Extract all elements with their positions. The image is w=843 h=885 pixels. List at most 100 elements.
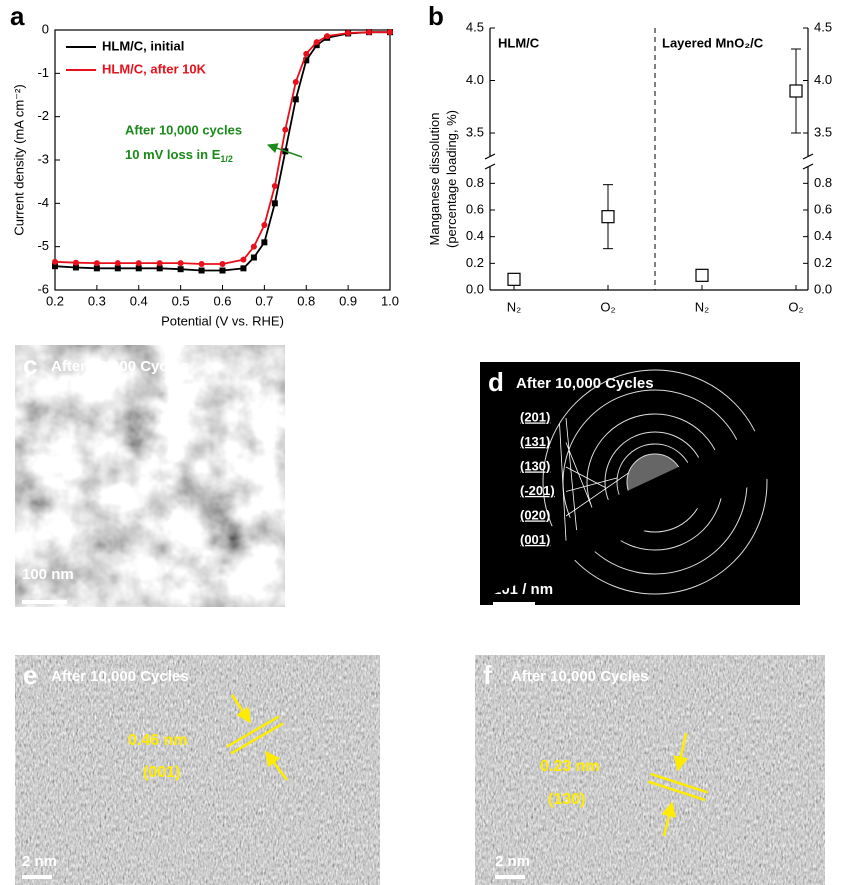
y-tick-label: 3.5	[814, 124, 832, 139]
data-point	[240, 257, 246, 263]
scale-bar	[493, 602, 535, 606]
x-tick-label: 0.5	[172, 293, 190, 308]
data-point	[157, 265, 163, 271]
y-tick-label: -4	[37, 195, 49, 210]
ring-label: (020)	[520, 507, 550, 522]
data-point	[282, 127, 288, 133]
data-point	[199, 268, 205, 274]
data-point	[366, 29, 372, 35]
y-tick-label: -2	[37, 108, 49, 123]
data-point	[157, 260, 163, 266]
y-axis-label: Manganese dissolution(percentage loading…	[427, 110, 459, 248]
data-point	[251, 255, 257, 261]
x-tick-label: N₂	[507, 299, 521, 314]
ring-label: (201)	[520, 409, 550, 424]
x-tick-label: 0.7	[255, 293, 273, 308]
data-point	[314, 39, 320, 45]
data-point	[251, 244, 257, 250]
data-point	[272, 200, 278, 206]
x-tick-label: 1.0	[381, 293, 399, 308]
data-point	[115, 260, 121, 266]
y-tick-label: 0.6	[466, 201, 484, 216]
scale-bar-label: 100 nm	[22, 566, 74, 583]
lattice-plane: (130)	[548, 791, 585, 808]
data-point	[303, 51, 309, 57]
data-point	[272, 183, 278, 189]
y-tick-label: 0.4	[466, 228, 484, 243]
annotation-subscript: 1/2	[220, 154, 233, 164]
annotation-text: 10 mV loss in E	[125, 147, 221, 162]
y-tick-label: 4.0	[814, 72, 832, 87]
data-point	[293, 79, 299, 85]
panel-label: e	[23, 660, 37, 690]
x-tick-label: 0.9	[339, 293, 357, 308]
annotation: 10 mV loss in E1/2	[125, 147, 233, 164]
legend-label: HLM/C, initial	[102, 38, 184, 53]
data-point	[220, 261, 226, 267]
x-tick-label: 0.4	[130, 293, 148, 308]
x-tick-label: 0.6	[213, 293, 231, 308]
y-tick-label: -5	[37, 238, 49, 253]
data-point	[199, 261, 205, 267]
group-label: HLM/C	[498, 35, 540, 50]
scale-bar	[495, 875, 525, 879]
ring-label: (001)	[520, 532, 550, 547]
tem-image	[475, 655, 825, 885]
panel-label: f	[483, 660, 492, 690]
scale-bar	[22, 600, 67, 604]
lattice-plane: (001)	[143, 764, 180, 781]
y-tick-label: 4.5	[814, 19, 832, 34]
y-tick-label: -6	[37, 281, 49, 296]
group-label: Layered MnO₂/C	[662, 35, 764, 50]
y-tick-label: 0.4	[814, 228, 832, 243]
x-axis-label: Potential (V vs. RHE)	[161, 313, 284, 328]
annotation: After 10,000 cycles	[125, 122, 242, 137]
panel-caption: After 10,000 Cycles	[51, 358, 189, 375]
y-axis-label-line: Manganese dissolution	[427, 113, 442, 246]
panel-caption: After 10,000 Cycles	[511, 668, 649, 685]
lattice-spacing: 0.46 nm	[128, 732, 188, 749]
scale-bar	[22, 875, 52, 879]
data-point	[345, 30, 351, 36]
ring-label: (131)	[520, 434, 550, 449]
data-point	[178, 266, 184, 272]
y-tick-label: 0.2	[814, 255, 832, 270]
data-point	[508, 273, 520, 285]
x-tick-label: N₂	[695, 299, 709, 314]
x-tick-label: 0.8	[297, 293, 315, 308]
panel-label: c	[23, 350, 37, 380]
x-tick-label: O₂	[788, 299, 803, 314]
y-axis-label-line: (percentage loading, %)	[444, 110, 459, 248]
y-tick-label: 0.0	[814, 281, 832, 296]
lattice-spacing: 0.23 nm	[540, 758, 600, 775]
y-tick-label: -3	[37, 151, 49, 166]
data-point	[115, 265, 121, 271]
data-point	[178, 260, 184, 266]
tem-image	[15, 655, 380, 885]
data-point	[136, 260, 142, 266]
ring-label: (130)	[520, 458, 550, 473]
data-point	[94, 265, 100, 271]
data-point	[136, 265, 142, 271]
data-point	[52, 259, 58, 265]
data-point	[293, 96, 299, 102]
data-point	[696, 269, 708, 281]
data-point	[94, 260, 100, 266]
ring-label: (-201)	[520, 483, 555, 498]
figure: a0.20.30.40.50.60.70.80.91.0-6-5-4-3-2-1…	[0, 0, 843, 885]
y-tick-label: 0.6	[814, 201, 832, 216]
data-point	[790, 85, 802, 97]
data-point	[324, 33, 330, 39]
panel-label: d	[488, 367, 504, 397]
data-point	[261, 222, 267, 228]
data-point	[261, 239, 267, 245]
y-tick-label: 0.0	[466, 281, 484, 296]
panel-label: b	[428, 1, 444, 31]
x-tick-label: O₂	[600, 299, 615, 314]
y-tick-label: -1	[37, 65, 49, 80]
panel-caption: After 10,000 Cycles	[516, 375, 654, 392]
y-tick-label: 0.8	[466, 175, 484, 190]
y-tick-label: 4.5	[466, 19, 484, 34]
scale-bar-label: 2 nm	[495, 853, 530, 870]
y-tick-label: 0.2	[466, 255, 484, 270]
